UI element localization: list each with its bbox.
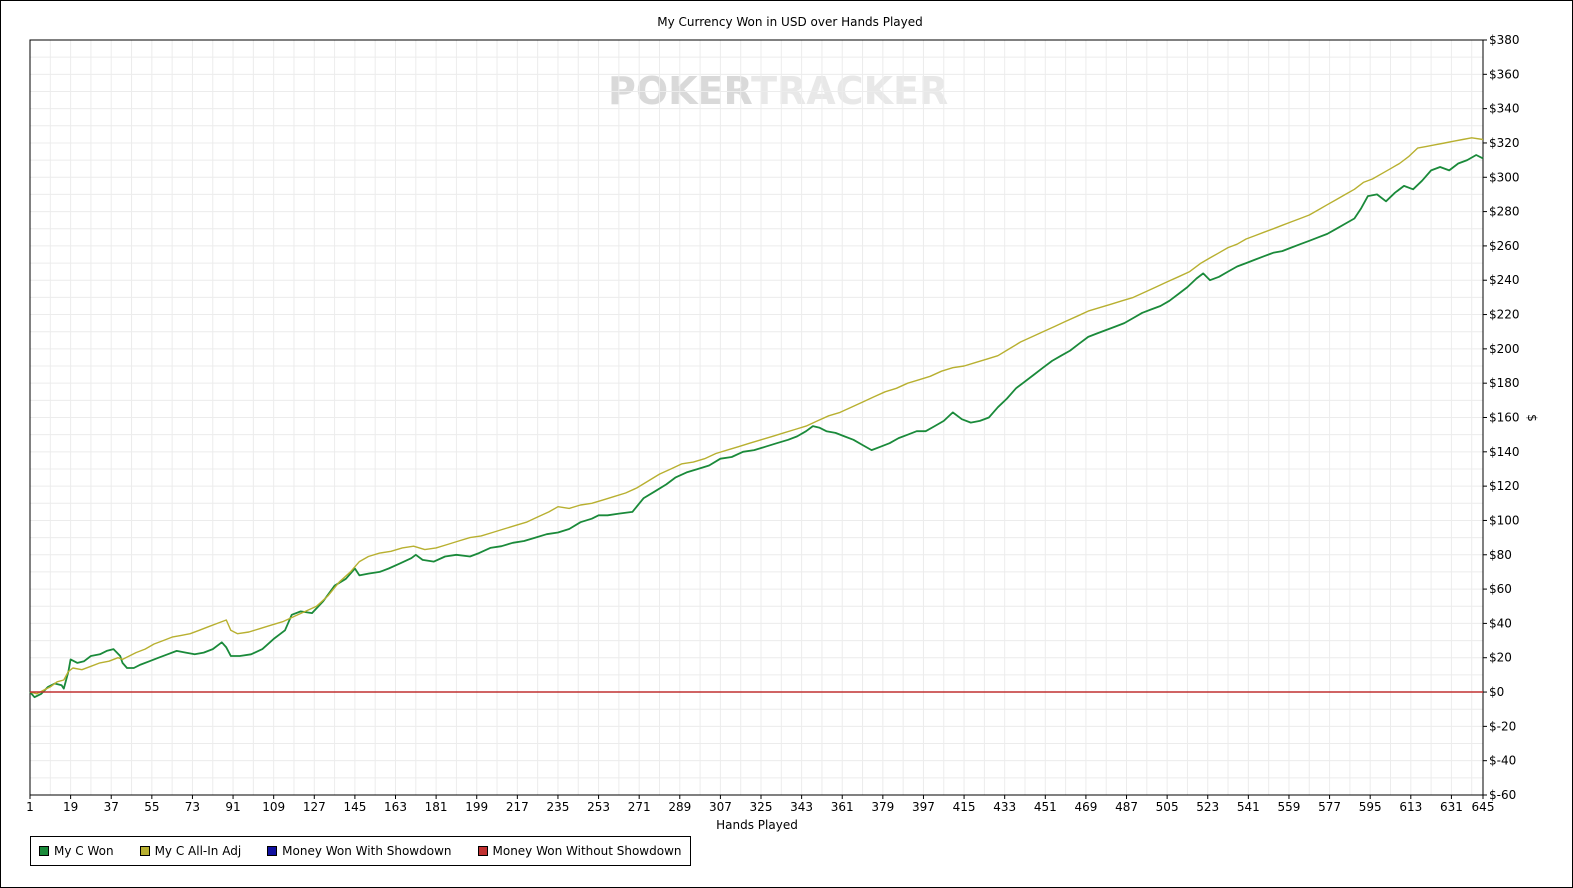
legend-item: Money Won With Showdown — [267, 844, 452, 858]
y-axis: $380 $360 $340 $320 $300 $280 $260 $240 $220 $200… — [1483, 33, 1520, 802]
series-layer — [29, 137, 1484, 699]
y-tick-label: $300 — [1489, 170, 1520, 184]
y-tick-label: $320 — [1489, 136, 1520, 150]
series-line-1 — [29, 137, 1484, 695]
y-tick-label: $100 — [1489, 513, 1520, 527]
x-tick-label: 253 — [587, 800, 610, 814]
y-tick-label: $40 — [1489, 616, 1512, 630]
x-tick-label: 469 — [1074, 800, 1097, 814]
grid — [29, 39, 1483, 796]
y-tick-label: $180 — [1489, 376, 1520, 390]
y-tick-label: $80 — [1489, 548, 1512, 562]
y-tick-label: $340 — [1489, 102, 1520, 116]
x-tick-label: 181 — [425, 800, 448, 814]
x-tick-label: 577 — [1318, 800, 1341, 814]
x-tick-label: 55 — [144, 800, 159, 814]
x-tick-label: 109 — [262, 800, 285, 814]
x-tick-label: 361 — [831, 800, 854, 814]
legend-swatch — [477, 846, 488, 856]
x-tick-label: 127 — [303, 800, 326, 814]
x-tick-label: 487 — [1115, 800, 1138, 814]
x-tick-label: 505 — [1156, 800, 1179, 814]
x-tick-label: 559 — [1278, 800, 1301, 814]
x-tick-label: 271 — [628, 800, 651, 814]
y-tick-label: $160 — [1489, 411, 1520, 425]
x-tick-label: 145 — [343, 800, 366, 814]
y-tick-label: $-40 — [1489, 754, 1516, 768]
x-tick-label: 199 — [465, 800, 488, 814]
legend-label: Money Won With Showdown — [282, 844, 452, 858]
x-tick-label: 523 — [1196, 800, 1219, 814]
legend-swatch — [39, 846, 49, 856]
y-tick-label: $220 — [1489, 308, 1520, 322]
x-tick-label: 397 — [912, 800, 935, 814]
x-axis: 1 19 37 55 73 91 109 127 145 163 181 199 217 235 253 27… — [26, 795, 1494, 814]
x-tick-label: 451 — [1034, 800, 1057, 814]
x-tick-label: 289 — [668, 800, 691, 814]
y-tick-label: $60 — [1489, 582, 1512, 596]
y-tick-label: $200 — [1489, 342, 1520, 356]
legend-swatch — [267, 846, 278, 856]
legend-label: My C Won — [54, 844, 114, 858]
x-tick-label: 415 — [953, 800, 976, 814]
y-tick-label: $240 — [1489, 273, 1520, 287]
y-tick-label: $0 — [1489, 685, 1504, 699]
y-tick-label: $120 — [1489, 479, 1520, 493]
x-tick-label: 163 — [384, 800, 407, 814]
legend-item: My C Won — [39, 844, 114, 858]
chart-title: My Currency Won in USD over Hands Played — [657, 15, 923, 29]
y-tick-label: $140 — [1489, 445, 1520, 459]
x-tick-label: 307 — [709, 800, 732, 814]
x-tick-label: 1 — [26, 800, 34, 814]
y-tick-label: $-20 — [1489, 719, 1516, 733]
x-tick-label: 645 — [1472, 800, 1495, 814]
x-tick-label: 613 — [1399, 800, 1422, 814]
x-tick-label: 37 — [104, 800, 119, 814]
x-tick-label: 379 — [871, 800, 894, 814]
x-tick-label: 91 — [225, 800, 240, 814]
legend-item: My C All-In Adj — [139, 844, 242, 858]
x-tick-label: 541 — [1237, 800, 1260, 814]
x-tick-label: 73 — [185, 800, 200, 814]
y-tick-label: $360 — [1489, 67, 1520, 81]
legend-item: Money Won Without Showdown — [477, 844, 682, 858]
x-tick-label: 325 — [750, 800, 773, 814]
y-axis-label: $ — [1525, 414, 1539, 422]
y-tick-label: $380 — [1489, 33, 1520, 47]
x-tick-label: 19 — [63, 800, 78, 814]
y-tick-label: $-60 — [1489, 788, 1516, 802]
legend-label: Money Won Without Showdown — [492, 844, 682, 858]
legend-swatch — [139, 846, 150, 856]
x-tick-label: 631 — [1440, 800, 1463, 814]
x-tick-label: 235 — [547, 800, 570, 814]
y-tick-label: $260 — [1489, 239, 1520, 253]
legend-label: My C All-In Adj — [154, 844, 242, 858]
y-tick-label: $280 — [1489, 205, 1520, 219]
x-tick-label: 217 — [506, 800, 529, 814]
legend: My C Won My C All-In Adj Money Won With Sh… — [30, 836, 691, 866]
y-tick-label: $20 — [1489, 651, 1512, 665]
x-axis-label: Hands Played — [716, 818, 798, 832]
x-tick-label: 433 — [993, 800, 1016, 814]
x-tick-label: 343 — [790, 800, 813, 814]
series-line-0 — [29, 154, 1484, 699]
x-tick-label: 595 — [1359, 800, 1382, 814]
